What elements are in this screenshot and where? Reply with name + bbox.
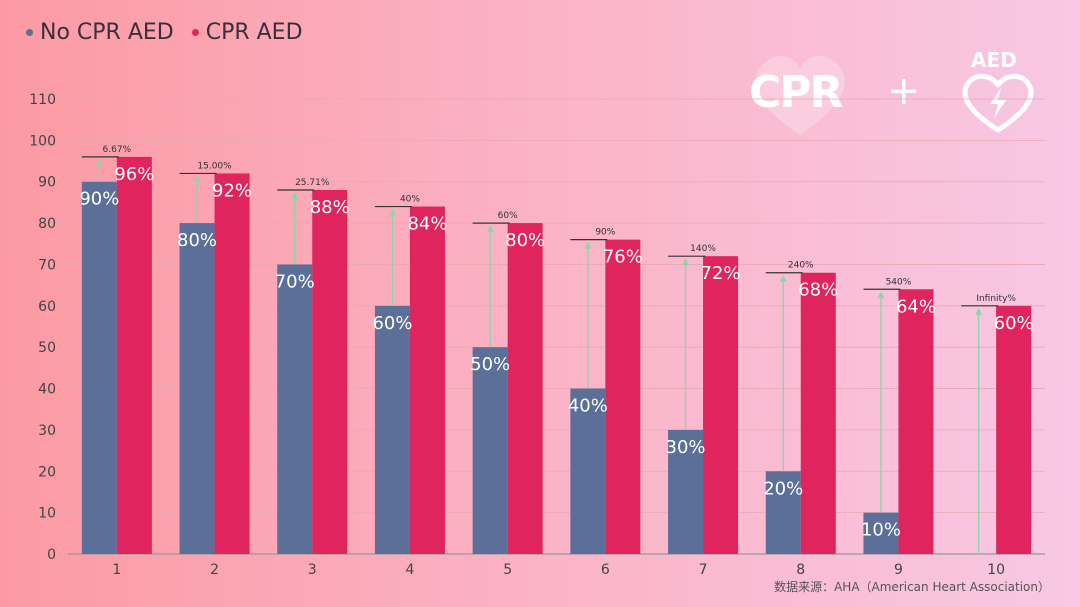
x-tick-label: 9 (894, 562, 903, 578)
data-label-no-cpr-aed: 10% (861, 520, 901, 541)
logo-plus: + (887, 68, 921, 114)
data-label-cpr-aed: 96% (114, 164, 154, 185)
data-label-no-cpr-aed: 90% (79, 189, 119, 210)
increase-arrowhead (779, 274, 787, 282)
increase-label: 40% (400, 195, 420, 205)
bar-no-cpr-aed (570, 388, 606, 554)
increase-label: 90% (595, 228, 615, 238)
increase-arrowhead (877, 291, 885, 299)
y-tick-label: 110 (29, 92, 56, 108)
x-tick-label: 2 (210, 562, 219, 578)
data-label-cpr-aed: 92% (212, 180, 252, 201)
data-label-no-cpr-aed: 20% (763, 478, 803, 499)
bar-cpr-aed (312, 190, 348, 554)
bar-cpr-aed (800, 272, 836, 554)
y-tick-label: 50 (38, 340, 56, 356)
increase-label: 240% (788, 261, 814, 271)
y-tick-label: 100 (29, 133, 56, 149)
heart-shape (755, 55, 845, 136)
increase-arrowhead (291, 192, 299, 199)
increase-label: Infinity% (976, 294, 1016, 304)
x-tick-label: 10 (987, 562, 1005, 578)
data-label-cpr-aed: 84% (407, 214, 447, 235)
bar-no-cpr-aed (668, 429, 704, 554)
data-label-no-cpr-aed: 50% (470, 354, 510, 375)
data-label-no-cpr-aed: 30% (666, 437, 706, 458)
bar-cpr-aed (605, 239, 641, 555)
data-label-cpr-aed: 68% (798, 280, 838, 301)
y-tick-label: 30 (38, 423, 56, 439)
bar-cpr-aed (214, 173, 250, 555)
bar-no-cpr-aed (81, 181, 117, 554)
data-label-no-cpr-aed: 70% (275, 271, 315, 292)
legend: No CPR AED CPR AED (26, 20, 303, 45)
bar-no-cpr-aed (374, 305, 410, 554)
bar-cpr-aed (898, 289, 934, 554)
increase-label: 15.00% (197, 161, 232, 171)
legend-item-cpr-aed: CPR AED (191, 20, 303, 45)
legend-label: No CPR AED (40, 20, 174, 45)
increase-arrowhead (95, 158, 103, 166)
data-label-no-cpr-aed: 80% (177, 230, 217, 251)
y-tick-label: 60 (38, 299, 56, 315)
bar-no-cpr-aed (277, 264, 313, 554)
bar-cpr-aed (507, 223, 543, 554)
data-label-cpr-aed: 72% (701, 263, 741, 284)
data-label-cpr-aed: 60% (994, 313, 1034, 334)
increase-arrowhead (486, 225, 494, 233)
data-label-cpr-aed: 88% (310, 197, 350, 218)
legend-label: CPR AED (205, 20, 303, 45)
x-tick-label: 4 (405, 562, 414, 578)
increase-label: 60% (498, 211, 518, 221)
increase-arrowhead (193, 175, 201, 183)
data-label-cpr-aed: 76% (603, 247, 643, 268)
y-tick-label: 0 (47, 547, 56, 563)
logo-aed-text: AED (971, 48, 1017, 72)
data-label-no-cpr-aed: 40% (568, 396, 608, 417)
x-tick-label: 1 (112, 562, 121, 578)
x-tick-label: 6 (601, 562, 610, 578)
x-tick-label: 8 (796, 562, 805, 578)
bar-cpr-aed (409, 206, 445, 554)
legend-swatch (26, 29, 33, 36)
data-label-cpr-aed: 64% (896, 296, 936, 317)
bar-cpr-aed (703, 256, 739, 554)
legend-swatch (191, 29, 199, 36)
x-tick-label: 7 (699, 562, 708, 578)
y-tick-label: 90 (38, 175, 56, 191)
increase-arrowhead (682, 258, 690, 266)
x-tick-label: 5 (503, 562, 512, 578)
increase-arrowhead (388, 208, 396, 216)
y-tick-label: 10 (38, 506, 56, 522)
heart-bolt-icon (962, 73, 1034, 133)
increase-label: 140% (690, 244, 716, 254)
increase-label: 25.71% (295, 178, 330, 188)
y-tick-label: 70 (38, 257, 56, 273)
source-note: 数据来源：AHA（American Heart Association） (774, 580, 1050, 594)
data-label-cpr-aed: 80% (505, 230, 545, 251)
increase-arrowhead (975, 307, 983, 315)
y-tick-label: 20 (38, 464, 56, 480)
bar-no-cpr-aed (765, 471, 801, 554)
data-label-no-cpr-aed: 60% (372, 313, 412, 334)
x-tick-label: 3 (308, 562, 317, 578)
bar-cpr-aed (116, 156, 152, 554)
bar-no-cpr-aed (179, 223, 215, 554)
bar-no-cpr-aed (472, 347, 508, 554)
increase-label: 6.67% (103, 145, 132, 155)
increase-arrowhead (584, 241, 592, 249)
y-tick-label: 80 (38, 216, 56, 232)
increase-label: 540% (886, 277, 912, 287)
logo-cpr-text: CPR (749, 67, 843, 118)
legend-item-no-cpr-aed: No CPR AED (26, 20, 174, 45)
y-tick-label: 40 (38, 382, 56, 398)
cpr-aed-logo: CPR + AED (749, 48, 1034, 136)
bar-no-cpr-aed (863, 512, 899, 554)
bar-cpr-aed (996, 305, 1032, 554)
